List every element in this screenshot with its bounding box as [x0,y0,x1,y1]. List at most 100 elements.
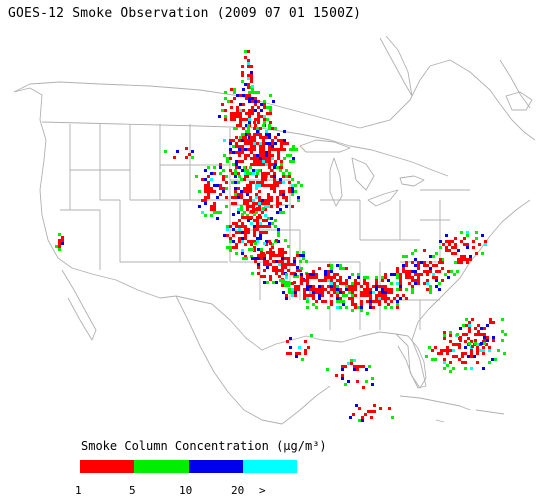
smoke-pixel [339,291,342,294]
smoke-pixel [262,145,265,148]
smoke-pixel [291,288,294,291]
smoke-pixel [241,133,244,136]
smoke-pixel [204,184,207,187]
smoke-pixel [357,282,360,285]
smoke-pixel [402,270,405,273]
smoke-pixel [252,181,255,184]
smoke-pixel [289,154,292,157]
smoke-pixel [417,279,420,282]
smoke-pixel [342,267,345,270]
smoke-pixel [244,231,247,234]
smoke-pixel [266,251,269,254]
smoke-pixel [287,245,290,248]
smoke-pixel [223,154,226,157]
smoke-pixel [245,124,248,127]
smoke-pixel [58,242,61,245]
smoke-pixel [268,151,271,154]
smoke-pixel [254,257,257,260]
smoke-pixel [252,202,255,205]
smoke-pixel [235,145,238,148]
smoke-pixel [353,365,356,368]
smoke-pixel [226,228,229,231]
smoke-pixel [327,291,330,294]
smoke-pixel [321,300,324,303]
smoke-pixel [360,294,363,297]
smoke-pixel [466,258,469,261]
smoke-pixel [216,217,219,220]
smoke-pixel [210,187,213,190]
smoke-pixel [335,374,338,377]
smoke-pixel [275,239,278,242]
smoke-pixel [244,83,247,86]
smoke-pixel [396,273,399,276]
smoke-pixel [356,365,359,368]
smoke-pixel [204,169,207,172]
smoke-pixel [318,279,321,282]
smoke-pixel [435,279,438,282]
smoke-pixel [281,260,284,263]
smoke-pixel [269,263,272,266]
smoke-pixel [278,254,281,257]
smoke-pixel [241,213,244,216]
smoke-pixel [248,94,251,97]
smoke-pixel [229,169,232,172]
smoke-pixel [300,184,303,187]
smoke-pixel [267,196,270,199]
smoke-pixel [446,364,449,367]
smoke-pixel [482,349,485,352]
smoke-pixel [275,254,278,257]
smoke-pixel [221,103,224,106]
smoke-pixel [303,288,306,291]
smoke-pixel [309,291,312,294]
smoke-pixel [256,157,259,160]
legend-tick-labels: 1 5 10 20 > [0,484,540,500]
smoke-pixel [360,291,363,294]
smoke-pixel [275,269,278,272]
smoke-pixel [268,240,271,243]
smoke-pixel [232,213,235,216]
smoke-pixel [250,216,253,219]
smoke-pixel [353,368,356,371]
smoke-pixel [375,285,378,288]
smoke-pixel [315,306,318,309]
smoke-pixel [486,339,489,342]
smoke-pixel [261,202,264,205]
smoke-pixel [213,166,216,169]
smoke-pixel [330,276,333,279]
smoke-pixel [309,288,312,291]
smoke-pixel [265,142,268,145]
smoke-pixel [390,273,393,276]
smoke-pixel [365,368,368,371]
smoke-pixel [244,216,247,219]
smoke-pixel [463,255,466,258]
smoke-pixel [345,279,348,282]
smoke-pixel [273,178,276,181]
smoke-pixel [351,291,354,294]
smoke-pixel [250,145,253,148]
smoke-pixel [258,169,261,172]
smoke-pixel [281,251,284,254]
smoke-pixel [344,383,347,386]
smoke-pixel [372,300,375,303]
smoke-pixel [268,145,271,148]
smoke-pixel [285,169,288,172]
smoke-pixel [303,291,306,294]
smoke-pixel [351,309,354,312]
smoke-pixel [312,297,315,300]
smoke-pixel [281,272,284,275]
smoke-pixel [204,199,207,202]
smoke-pixel [281,254,284,257]
smoke-pixel [468,324,471,327]
smoke-pixel [304,340,307,343]
smoke-pixel [405,276,408,279]
smoke-pixel [486,324,489,327]
smoke-pixel [256,237,259,240]
smoke-pixel [283,142,286,145]
smoke-pixel [296,254,299,257]
smoke-pixel [243,166,246,169]
smoke-pixel [207,196,210,199]
smoke-pixel [472,240,475,243]
smoke-pixel [258,181,261,184]
smoke-pixel [457,261,460,264]
smoke-pixel [265,243,268,246]
